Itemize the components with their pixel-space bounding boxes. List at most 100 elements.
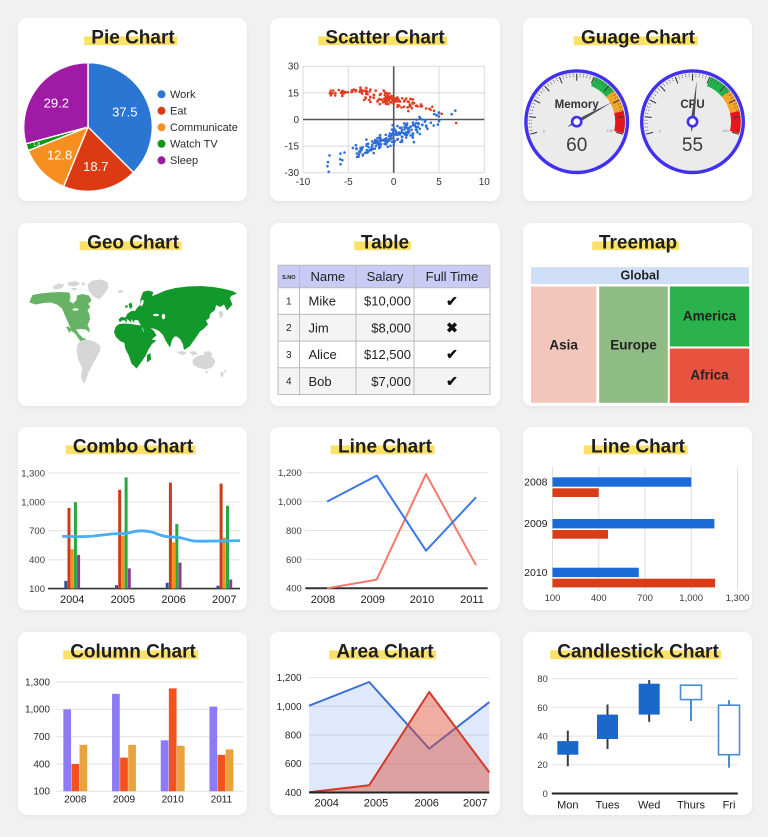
svg-text:5: 5	[436, 177, 442, 188]
svg-text:400: 400	[286, 584, 302, 595]
svg-text:Communicate: Communicate	[170, 122, 238, 134]
svg-text:-30: -30	[285, 168, 300, 179]
svg-text:2: 2	[286, 323, 292, 334]
svg-text:80: 80	[537, 674, 548, 685]
svg-text:2008: 2008	[524, 477, 548, 489]
svg-text:700: 700	[637, 593, 653, 604]
svg-text:2011: 2011	[460, 594, 484, 606]
svg-text:2010: 2010	[410, 594, 434, 606]
svg-text:1,200: 1,200	[277, 673, 302, 684]
svg-text:Fri: Fri	[722, 799, 735, 811]
svg-text:2005: 2005	[364, 797, 388, 809]
svg-text:0: 0	[542, 788, 547, 799]
svg-text:Candlestick Chart: Candlestick Chart	[557, 641, 719, 662]
svg-text:100: 100	[29, 584, 45, 595]
svg-text:2010: 2010	[161, 794, 184, 805]
svg-text:29.2: 29.2	[43, 95, 68, 110]
svg-text:40: 40	[537, 731, 548, 742]
svg-text:2008: 2008	[311, 594, 335, 606]
svg-text:Scatter Chart: Scatter Chart	[325, 27, 445, 48]
svg-text:1: 1	[286, 296, 292, 307]
svg-text:Salary: Salary	[367, 269, 404, 284]
svg-text:1,300: 1,300	[21, 468, 45, 479]
svg-text:2004: 2004	[59, 594, 83, 606]
svg-text:Watch TV: Watch TV	[170, 139, 218, 151]
svg-text:2009: 2009	[524, 518, 548, 530]
svg-text:3: 3	[286, 349, 292, 360]
svg-text:400: 400	[285, 787, 302, 798]
svg-text:2010: 2010	[524, 567, 548, 579]
svg-text:Table: Table	[361, 232, 409, 253]
svg-text:Sleep: Sleep	[170, 155, 198, 167]
svg-text:Full Time: Full Time	[426, 269, 479, 284]
svg-text:Global: Global	[620, 268, 659, 282]
svg-text:2007: 2007	[463, 797, 487, 809]
svg-text:Pie Chart: Pie Chart	[91, 27, 175, 48]
svg-text:0: 0	[293, 115, 299, 126]
svg-text:100: 100	[722, 128, 729, 133]
svg-text:✖: ✖	[446, 319, 458, 335]
svg-text:Asia: Asia	[549, 337, 578, 352]
svg-text:Jim: Jim	[309, 320, 329, 335]
svg-text:Wed: Wed	[637, 799, 659, 811]
svg-text:20: 20	[537, 760, 548, 771]
svg-text:800: 800	[285, 730, 302, 741]
svg-text:CPU: CPU	[680, 99, 704, 111]
svg-text:Line Chart: Line Chart	[338, 436, 433, 457]
svg-text:Mon: Mon	[557, 799, 578, 811]
svg-text:12.8: 12.8	[46, 148, 71, 163]
svg-text:Eat: Eat	[170, 106, 187, 118]
svg-text:Treemap: Treemap	[598, 232, 676, 253]
svg-text:1,200: 1,200	[278, 468, 302, 479]
svg-text:$7,000: $7,000	[371, 373, 411, 388]
svg-text:700: 700	[33, 732, 50, 743]
svg-text:Memory: Memory	[554, 99, 599, 111]
svg-text:30: 30	[288, 62, 300, 73]
svg-text:1,300: 1,300	[725, 593, 749, 604]
svg-text:Africa: Africa	[690, 367, 729, 382]
svg-text:S.NO: S.NO	[282, 275, 296, 281]
svg-text:600: 600	[286, 555, 302, 566]
svg-text:2006: 2006	[414, 797, 438, 809]
svg-text:60: 60	[566, 135, 587, 156]
svg-text:Line Chart: Line Chart	[591, 436, 686, 457]
svg-text:2008: 2008	[64, 794, 87, 805]
svg-text:Geo Chart: Geo Chart	[87, 232, 180, 253]
svg-text:$8,000: $8,000	[371, 320, 411, 335]
svg-text:400: 400	[29, 555, 45, 566]
svg-text:100: 100	[544, 593, 560, 604]
svg-text:Bob: Bob	[309, 373, 332, 388]
svg-text:Area Chart: Area Chart	[336, 641, 434, 662]
svg-text:$10,000: $10,000	[364, 293, 411, 308]
svg-text:0: 0	[658, 129, 661, 134]
svg-text:-5: -5	[344, 177, 353, 188]
svg-text:400: 400	[590, 593, 606, 604]
svg-text:Guage Chart: Guage Chart	[580, 27, 695, 48]
svg-text:Work: Work	[170, 89, 196, 101]
svg-text:2004: 2004	[314, 797, 338, 809]
svg-text:Mike: Mike	[309, 293, 336, 308]
svg-text:2005: 2005	[110, 594, 134, 606]
svg-text:1,000: 1,000	[277, 701, 302, 712]
svg-text:$12,500: $12,500	[364, 347, 411, 362]
svg-text:2009: 2009	[360, 594, 384, 606]
svg-text:✔: ✔	[446, 373, 458, 389]
svg-text:2006: 2006	[161, 594, 185, 606]
svg-text:600: 600	[285, 759, 302, 770]
svg-text:2011: 2011	[210, 794, 232, 805]
svg-text:America: America	[682, 308, 736, 323]
svg-text:Europe: Europe	[610, 337, 657, 352]
svg-text:1,000: 1,000	[278, 497, 302, 508]
svg-text:37.5: 37.5	[112, 104, 137, 119]
svg-text:15: 15	[288, 88, 300, 99]
svg-text:2007: 2007	[212, 594, 236, 606]
svg-text:400: 400	[33, 759, 50, 770]
svg-text:100: 100	[33, 786, 50, 797]
svg-text:2009: 2009	[112, 794, 135, 805]
svg-text:1,000: 1,000	[679, 593, 703, 604]
svg-text:1,000: 1,000	[24, 704, 49, 715]
svg-text:100: 100	[606, 128, 613, 133]
svg-text:0: 0	[391, 177, 397, 188]
svg-text:-15: -15	[285, 142, 300, 153]
svg-text:1,000: 1,000	[21, 497, 45, 508]
